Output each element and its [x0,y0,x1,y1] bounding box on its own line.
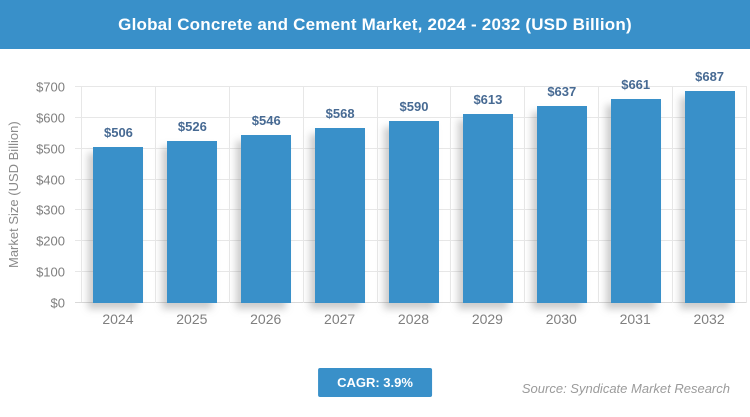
bar-2026 [241,134,292,303]
bar-value-label-2029: $613 [473,91,503,107]
bar-cell-2024: $506 [82,87,156,303]
bar-cell-2029: $613 [451,87,526,303]
bar-cell-2031: $661 [599,77,674,303]
bar-2028 [389,120,439,303]
y-tick-label: $0 [50,295,65,311]
bar-cell-2026: $546 [230,87,304,303]
x-tick-label-2027: 2027 [324,311,356,327]
bar-value-label-2031: $661 [621,77,651,93]
bar-2029 [462,113,513,303]
bar-2027 [315,127,366,303]
chart-header: Global Concrete and Cement Market, 2024 … [0,0,750,49]
x-tick-label-2026: 2026 [250,311,282,327]
x-tick-label-2028: 2028 [397,311,430,327]
bar-value-label-2026: $546 [251,112,281,128]
bar-value-label-2024: $506 [103,124,133,140]
chart-title: Global Concrete and Cement Market, 2024 … [118,14,632,34]
bar-2032 [684,91,735,303]
bar-2030 [536,106,587,303]
y-tick-label: $600 [36,110,65,126]
y-tick-label: $700 [36,79,65,95]
bar-2024 [93,146,144,303]
bar-cell-2028: $590 [378,87,452,303]
y-tick-label: $100 [36,264,65,280]
bar-value-label-2025: $526 [177,118,207,134]
x-tick-label-2030: 2030 [545,311,577,327]
plot-area: $506 $526 $546 $568 $590 $613 $637 $661 $687 [75,69,748,303]
gridline [75,116,747,118]
gridline [75,86,747,87]
bar-cell-2030: $637 [525,84,600,303]
y-tick-label: $400 [36,172,65,188]
bar-2025 [167,140,218,303]
y-tick-label: $200 [36,233,65,249]
x-tick-label-2032: 2032 [693,311,725,327]
bar-cell-2027: $568 [304,87,378,303]
x-tick-label-2031: 2031 [619,311,651,327]
bar-value-label-2032: $687 [695,69,725,85]
source-text: Source: Syndicate Market Research [521,381,730,396]
bar-2031 [610,99,661,303]
bar-value-label-2027: $568 [325,105,355,121]
y-tick-label: $500 [36,141,65,157]
bar-value-label-2028: $590 [399,98,429,114]
x-tick-label-2025: 2025 [176,311,208,327]
bar-cell-2032: $687 [673,69,748,303]
bar-cell-2025: $526 [156,87,230,303]
x-tick-label-2024: 2024 [102,311,134,327]
cagr-badge: CAGR: 3.9% [318,368,432,397]
y-axis-labels: $0 $100 $200 $300 $400 $500 $600 $700 [0,80,73,311]
x-axis-labels: 2024 2025 2026 2027 2028 2029 2030 2031 2032 [81,311,746,327]
y-tick-label: $300 [36,202,65,218]
x-tick-label-2029: 2029 [471,311,503,327]
bar-value-label-2030: $637 [547,84,577,100]
